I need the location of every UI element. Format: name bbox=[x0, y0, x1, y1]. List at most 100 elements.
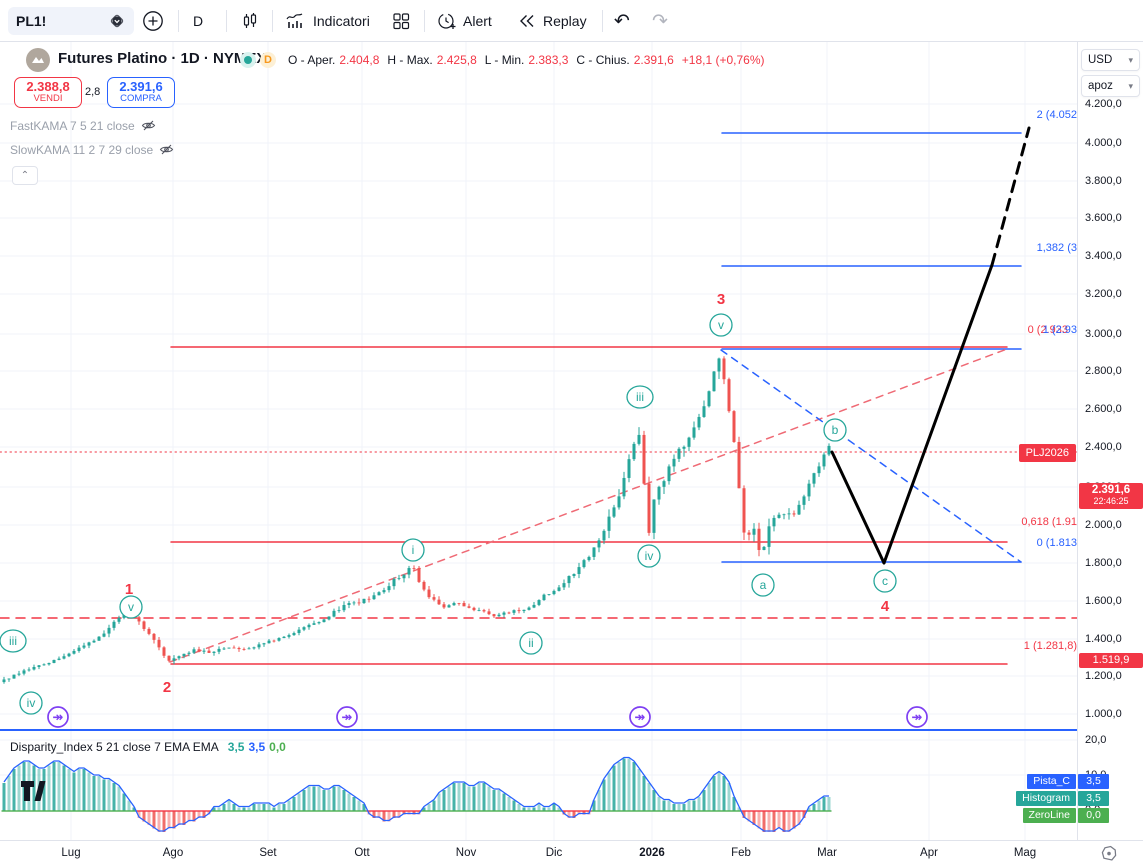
alert-level-badge: 1.519,9 bbox=[1079, 653, 1143, 668]
price-tick: 2.800,0 bbox=[1085, 365, 1122, 377]
alert-label: Alert bbox=[463, 13, 492, 29]
indicator-value-badge: 3,5 bbox=[1078, 774, 1109, 789]
svg-text:3: 3 bbox=[717, 291, 725, 308]
month-label: Ott bbox=[354, 847, 370, 859]
interval-badge[interactable]: D bbox=[260, 52, 276, 68]
symbol-search-button[interactable]: PL1! bbox=[8, 7, 134, 35]
spread-value: 2,8 bbox=[85, 86, 101, 98]
price-tick: 2.400,0 bbox=[1085, 441, 1122, 453]
eye-hidden-icon[interactable] bbox=[159, 142, 174, 157]
ohlc-value: 2.383,3 bbox=[528, 53, 569, 67]
drawing-lines bbox=[0, 132, 1077, 731]
replay-label: Replay bbox=[543, 13, 587, 29]
price-tick: 1.000,0 bbox=[1085, 708, 1122, 720]
eye-hidden-icon[interactable] bbox=[141, 118, 156, 133]
ohlc-label: O - Aper. bbox=[288, 53, 336, 67]
ohlc-value: 2.404,8 bbox=[339, 53, 380, 67]
time-axis[interactable]: Lug Ago Set Ott Nov Dic 2026 Feb Mar Apr Mag bbox=[0, 840, 1143, 867]
alert-button[interactable]: Alert bbox=[436, 0, 492, 42]
indicator-value: 3,5 bbox=[227, 740, 245, 754]
indicator-value-badge: 3,5 bbox=[1078, 791, 1109, 806]
replay-icon bbox=[520, 15, 534, 27]
candles-layer bbox=[2, 356, 831, 684]
timeframe-label: D bbox=[193, 13, 204, 29]
tradingview-logo[interactable] bbox=[20, 780, 50, 802]
month-label: Ago bbox=[162, 847, 184, 859]
collapse-legend-button[interactable]: ⌃ bbox=[12, 166, 38, 185]
add-symbol-button[interactable] bbox=[142, 0, 164, 42]
month-label: Dic bbox=[545, 847, 563, 859]
symbol-name: PL1! bbox=[16, 13, 47, 29]
svg-text:4: 4 bbox=[881, 598, 890, 615]
price-tick: 3.400,0 bbox=[1085, 250, 1122, 262]
price-tick: 3.000,0 bbox=[1085, 328, 1122, 340]
symbol-flag-icon[interactable] bbox=[108, 12, 126, 30]
indicator-name-badge: ZeroLine bbox=[1022, 808, 1076, 823]
svg-text:↠: ↠ bbox=[342, 710, 353, 725]
bar-countdown: 22:46:25 bbox=[1093, 495, 1129, 506]
chart-title[interactable]: Futures Platino · 1D · NYMEX bbox=[58, 50, 267, 67]
ohlc-label: H - Max. bbox=[387, 53, 433, 67]
indicators-button[interactable]: Indicatori bbox=[284, 0, 370, 42]
disparity-index-values: 3,5 3,5 0,0 bbox=[224, 740, 286, 754]
replay-button[interactable]: Replay bbox=[517, 0, 587, 42]
month-label: Lug bbox=[61, 847, 81, 859]
fib-level-label: 2 (4.052 bbox=[1036, 109, 1077, 121]
fib-level-label: 1,382 (3 bbox=[1036, 242, 1077, 254]
disparity-index-legend[interactable]: Disparity_Index 5 21 close 7 EMA EMA 3,5… bbox=[10, 740, 286, 754]
fib-level-label: 0,618 (1.91 bbox=[1021, 516, 1077, 528]
price-tick: 3.600,0 bbox=[1085, 212, 1122, 224]
indicator-value: 3,5 bbox=[248, 740, 266, 754]
candlestick-icon bbox=[243, 13, 257, 28]
contract-label: PLJ2026 bbox=[1018, 444, 1076, 462]
svg-text:↠: ↠ bbox=[912, 710, 923, 725]
buy-price: 2.391,6 bbox=[119, 79, 163, 95]
unit-toggle[interactable]: apoz ▾ bbox=[1081, 75, 1140, 97]
svg-text:ii: ii bbox=[528, 636, 533, 650]
buy-button[interactable]: 2.391,6 COMPRA bbox=[107, 77, 175, 108]
market-status-dot[interactable] bbox=[240, 52, 256, 68]
month-label: Feb bbox=[731, 847, 751, 859]
fastkama-title: FastKAMA 7 5 21 close bbox=[10, 118, 135, 133]
alert-clock-icon bbox=[438, 12, 456, 29]
top-toolbar: PL1! D bbox=[0, 0, 1143, 42]
svg-text:↠: ↠ bbox=[53, 710, 64, 725]
last-price: 2.391,6 bbox=[1091, 484, 1131, 496]
grid-layout-icon bbox=[393, 13, 410, 30]
currency-toggle[interactable]: USD ▾ bbox=[1081, 49, 1140, 71]
timeframe-button[interactable]: D bbox=[193, 0, 203, 42]
price-tick: 3.800,0 bbox=[1085, 175, 1122, 187]
price-axis[interactable]: USD ▾ apoz ▾ 4.200,0 4.000,0 3.800,0 3.600,… bbox=[1077, 42, 1143, 840]
price-tick: 1.600,0 bbox=[1085, 595, 1122, 607]
price-tick: 20,0 bbox=[1085, 734, 1107, 746]
indicator-name-badge: Pista_C bbox=[1027, 774, 1076, 789]
axis-settings-gear-icon[interactable] bbox=[1100, 845, 1118, 863]
price-tick: 3.200,0 bbox=[1085, 288, 1122, 300]
fib-level-label: 0 (1.813 bbox=[1036, 537, 1077, 549]
month-label: Mar bbox=[817, 847, 837, 859]
sell-label: VENDI bbox=[33, 93, 63, 105]
chevron-down-icon: ▾ bbox=[1128, 54, 1133, 65]
undo-button[interactable]: ↶ bbox=[614, 10, 630, 32]
indicators-icon bbox=[286, 13, 303, 28]
redo-button[interactable]: ↷ bbox=[652, 10, 668, 32]
layout-grid-button[interactable] bbox=[391, 0, 411, 42]
projection-arrows bbox=[830, 126, 1031, 565]
chart-style-button[interactable] bbox=[240, 0, 260, 42]
ohlc-label: C - Chius. bbox=[576, 53, 630, 67]
svg-text:b: b bbox=[832, 423, 839, 437]
sell-button[interactable]: 2.388,8 VENDI bbox=[14, 77, 82, 108]
price-tick: 1.800,0 bbox=[1085, 557, 1122, 569]
slowkama-legend[interactable]: SlowKAMA 11 2 7 29 close bbox=[10, 142, 174, 157]
indicator-name-badge: Histogram bbox=[1016, 791, 1076, 806]
fastkama-legend[interactable]: FastKAMA 7 5 21 close bbox=[10, 118, 156, 133]
svg-text:v: v bbox=[718, 318, 724, 332]
month-label: Mag bbox=[1013, 847, 1037, 859]
disparity-index-title: Disparity_Index 5 21 close 7 EMA EMA bbox=[10, 740, 219, 754]
chevron-down-icon: ▾ bbox=[1128, 80, 1133, 91]
svg-text:2: 2 bbox=[163, 679, 171, 696]
svg-text:iv: iv bbox=[645, 549, 654, 563]
fib-level-label: 0 (2.933 bbox=[1027, 324, 1068, 336]
